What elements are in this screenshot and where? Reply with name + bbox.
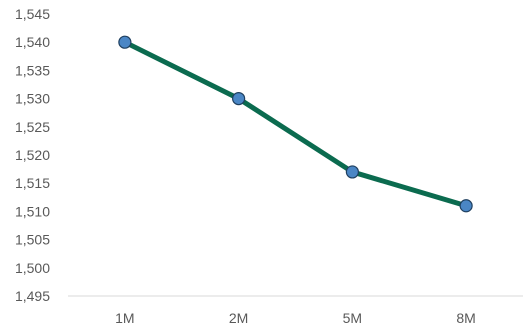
y-tick-label: 1,505 [15,232,50,248]
y-tick-label: 1,515 [15,175,50,191]
y-tick-label: 1,545 [15,6,50,22]
y-tick-label: 1,500 [15,260,50,276]
y-tick-label: 1,510 [15,203,50,219]
y-tick-label: 1,520 [15,147,50,163]
y-tick-label: 1,535 [15,62,50,78]
x-tick-label: 2M [229,310,248,326]
y-tick-label: 1,530 [15,91,50,107]
y-tick-label: 1,495 [15,288,50,304]
y-tick-label: 1,525 [15,119,50,135]
x-tick-label: 1M [115,310,134,326]
series-layer [118,35,473,213]
data-point [345,165,359,179]
data-point [232,91,246,106]
x-axis-ticks: 1M 2M 5M 8M [115,310,476,326]
data-point [459,199,473,213]
y-tick-label: 1,540 [15,34,50,50]
x-tick-label: 8M [456,310,475,326]
data-point [118,35,132,49]
y-axis-ticks: 1,495 1,500 1,505 1,510 1,515 1,520 1,525 1,530… [15,6,50,304]
series-line [122,39,469,209]
x-tick-label: 5M [343,310,362,326]
